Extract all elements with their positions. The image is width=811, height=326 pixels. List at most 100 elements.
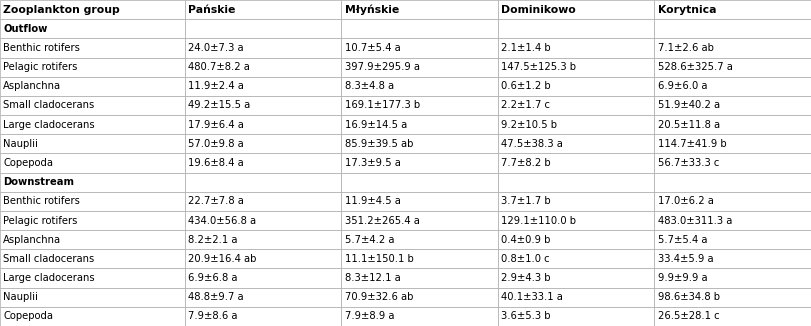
Text: 26.5±28.1 c: 26.5±28.1 c <box>658 311 719 321</box>
Bar <box>0 172 185 192</box>
Bar <box>498 38 654 57</box>
Bar <box>185 230 341 249</box>
Bar <box>0 77 185 96</box>
Text: 11.9±4.5 a: 11.9±4.5 a <box>345 196 401 206</box>
Bar <box>498 96 654 115</box>
Text: 6.9±6.0 a: 6.9±6.0 a <box>658 81 707 91</box>
Bar <box>341 115 498 134</box>
Bar <box>0 211 185 230</box>
Text: Pelagic rotifers: Pelagic rotifers <box>3 215 78 226</box>
Bar <box>185 249 341 269</box>
Bar <box>0 96 185 115</box>
Bar <box>498 154 654 172</box>
Bar <box>185 77 341 96</box>
Text: 47.5±38.3 a: 47.5±38.3 a <box>501 139 563 149</box>
Bar <box>654 38 811 57</box>
Text: Downstream: Downstream <box>3 177 75 187</box>
Text: 40.1±33.1 a: 40.1±33.1 a <box>501 292 563 302</box>
Bar <box>0 154 185 172</box>
Text: 129.1±110.0 b: 129.1±110.0 b <box>501 215 576 226</box>
Bar <box>654 192 811 211</box>
Text: Nauplii: Nauplii <box>3 139 38 149</box>
Bar <box>654 96 811 115</box>
Bar <box>341 211 498 230</box>
Bar <box>498 230 654 249</box>
Text: Asplanchna: Asplanchna <box>3 81 62 91</box>
Bar <box>654 249 811 269</box>
Text: 70.9±32.6 ab: 70.9±32.6 ab <box>345 292 413 302</box>
Bar <box>498 172 654 192</box>
Text: 7.7±8.2 b: 7.7±8.2 b <box>501 158 551 168</box>
Bar <box>341 230 498 249</box>
Text: 480.7±8.2 a: 480.7±8.2 a <box>188 62 250 72</box>
Bar <box>0 307 185 326</box>
Text: 57.0±9.8 a: 57.0±9.8 a <box>188 139 244 149</box>
Bar <box>185 192 341 211</box>
Bar <box>341 96 498 115</box>
Text: Copepoda: Copepoda <box>3 158 54 168</box>
Text: 8.2±2.1 a: 8.2±2.1 a <box>188 235 238 245</box>
Bar <box>0 192 185 211</box>
Bar <box>185 57 341 77</box>
Text: 19.6±8.4 a: 19.6±8.4 a <box>188 158 244 168</box>
Bar <box>654 19 811 38</box>
Bar <box>654 134 811 154</box>
Bar <box>185 154 341 172</box>
Bar <box>654 172 811 192</box>
Bar <box>498 77 654 96</box>
Bar <box>498 19 654 38</box>
Bar <box>498 57 654 77</box>
Bar <box>185 307 341 326</box>
Text: 5.7±5.4 a: 5.7±5.4 a <box>658 235 707 245</box>
Text: Large cladocerans: Large cladocerans <box>3 273 95 283</box>
Text: 17.3±9.5 a: 17.3±9.5 a <box>345 158 401 168</box>
Text: 22.7±7.8 a: 22.7±7.8 a <box>188 196 244 206</box>
Bar <box>654 0 811 19</box>
Bar <box>654 288 811 307</box>
Bar <box>0 269 185 288</box>
Text: Nauplii: Nauplii <box>3 292 38 302</box>
Bar <box>185 211 341 230</box>
Text: 0.6±1.2 b: 0.6±1.2 b <box>501 81 551 91</box>
Text: 2.2±1.7 c: 2.2±1.7 c <box>501 100 550 111</box>
Bar <box>341 172 498 192</box>
Bar <box>654 269 811 288</box>
Bar <box>341 77 498 96</box>
Text: Asplanchna: Asplanchna <box>3 235 62 245</box>
Bar <box>498 269 654 288</box>
Bar <box>0 38 185 57</box>
Bar <box>185 134 341 154</box>
Bar <box>185 38 341 57</box>
Bar <box>0 115 185 134</box>
Text: 6.9±6.8 a: 6.9±6.8 a <box>188 273 238 283</box>
Text: 3.7±1.7 b: 3.7±1.7 b <box>501 196 551 206</box>
Text: 7.9±8.9 a: 7.9±8.9 a <box>345 311 394 321</box>
Text: 33.4±5.9 a: 33.4±5.9 a <box>658 254 714 264</box>
Text: 7.9±8.6 a: 7.9±8.6 a <box>188 311 238 321</box>
Text: 56.7±33.3 c: 56.7±33.3 c <box>658 158 719 168</box>
Text: 483.0±311.3 a: 483.0±311.3 a <box>658 215 732 226</box>
Text: 20.5±11.8 a: 20.5±11.8 a <box>658 120 720 130</box>
Bar <box>341 134 498 154</box>
Text: 5.7±4.2 a: 5.7±4.2 a <box>345 235 394 245</box>
Bar <box>185 96 341 115</box>
Text: 0.8±1.0 c: 0.8±1.0 c <box>501 254 550 264</box>
Bar <box>0 57 185 77</box>
Bar <box>185 19 341 38</box>
Bar <box>0 0 185 19</box>
Text: 48.8±9.7 a: 48.8±9.7 a <box>188 292 244 302</box>
Text: Benthic rotifers: Benthic rotifers <box>3 43 80 53</box>
Bar <box>654 57 811 77</box>
Bar <box>654 230 811 249</box>
Text: 85.9±39.5 ab: 85.9±39.5 ab <box>345 139 413 149</box>
Text: Large cladocerans: Large cladocerans <box>3 120 95 130</box>
Bar <box>0 249 185 269</box>
Text: 17.0±6.2 a: 17.0±6.2 a <box>658 196 714 206</box>
Bar <box>341 192 498 211</box>
Text: 114.7±41.9 b: 114.7±41.9 b <box>658 139 727 149</box>
Bar <box>654 154 811 172</box>
Bar <box>654 211 811 230</box>
Text: 16.9±14.5 a: 16.9±14.5 a <box>345 120 407 130</box>
Text: Copepoda: Copepoda <box>3 311 54 321</box>
Bar <box>0 288 185 307</box>
